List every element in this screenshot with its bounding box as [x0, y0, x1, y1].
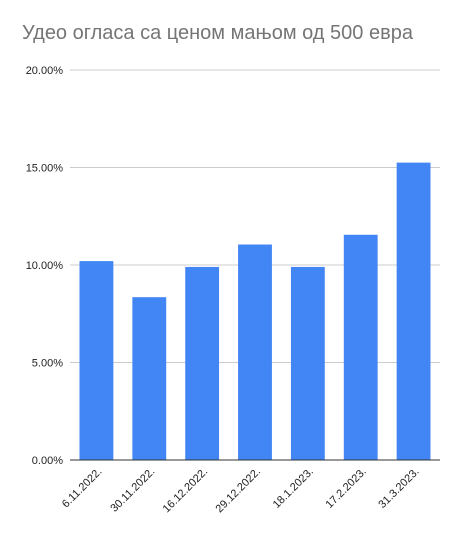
bar	[132, 297, 167, 460]
x-tick-label: 31.3.2023.	[376, 466, 421, 511]
x-tick-label: 18.1.2023.	[271, 466, 316, 511]
x-tick-label: 16.12.2022.	[161, 466, 211, 516]
bar	[396, 162, 431, 460]
bars	[79, 162, 431, 460]
bar	[290, 266, 325, 460]
x-tick-label: 17.2.2023.	[324, 466, 369, 511]
y-tick-label: 20.00%	[26, 65, 64, 77]
bar	[343, 234, 378, 460]
bar	[238, 244, 272, 460]
y-tick-label: 5.00%	[32, 358, 63, 370]
bar	[79, 261, 114, 460]
chart-title: Удео огласа са ценом мањом од 500 евра	[22, 22, 413, 44]
y-tick-label: 0.00%	[32, 455, 63, 467]
bar	[185, 266, 220, 460]
y-axis-tick-labels: 0.00% 5.00% 10.00% 15.00% 20.00%	[26, 65, 64, 467]
x-tick-label: 29.12.2022.	[214, 466, 264, 516]
x-tick-label: 6.11.2022.	[60, 466, 105, 511]
x-tick-label: 30.11.2022.	[108, 466, 157, 515]
y-tick-label: 15.00%	[26, 163, 64, 175]
x-axis-tick-labels: 6.11.2022. 30.11.2022. 16.12.2022. 29.12.20…	[60, 466, 422, 516]
y-tick-label: 10.00%	[26, 260, 64, 272]
